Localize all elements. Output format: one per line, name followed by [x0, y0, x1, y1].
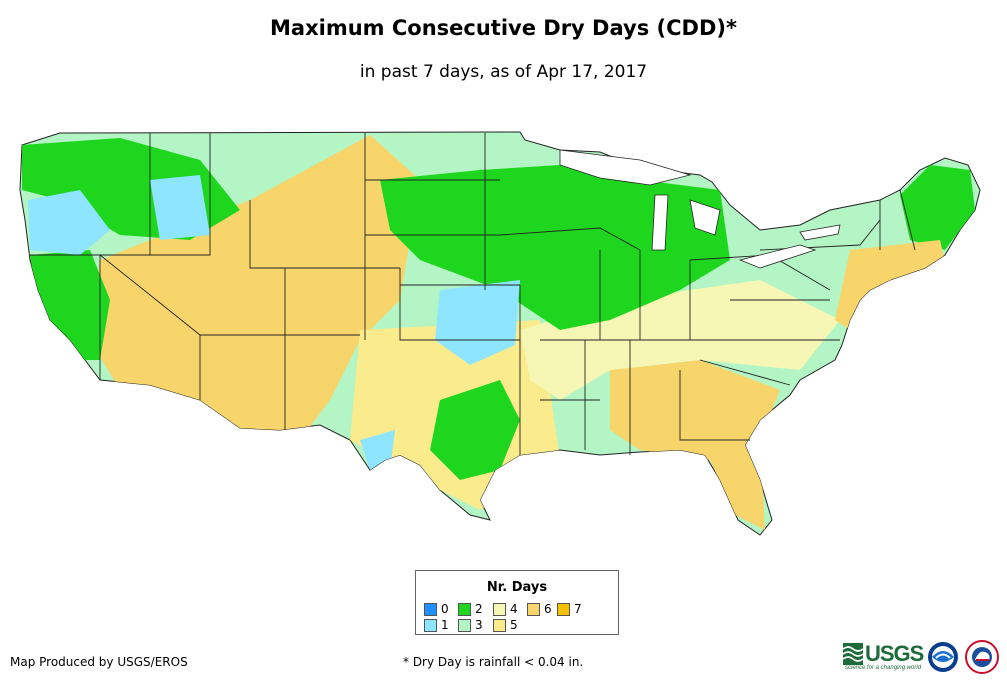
us-cdd-map	[19, 131, 981, 536]
map-credit: Map Produced by USGS/EROS	[10, 655, 188, 669]
legend-label-0: 0	[441, 602, 449, 616]
legend-label-7: 7	[574, 602, 582, 616]
map-title: Maximum Consecutive Dry Days (CDD)*	[270, 16, 737, 40]
legend-item-4: 4	[493, 603, 518, 616]
region-texas-wet	[430, 380, 520, 480]
usgs-wave-icon	[843, 643, 863, 665]
legend-title: Nr. Days	[486, 580, 548, 595]
noaa-logo-icon	[928, 642, 958, 672]
region-upper-midwest-wet	[380, 165, 730, 330]
legend-swatch-7	[557, 603, 570, 616]
map-subtitle: in past 7 days, as of Apr 17, 2017	[359, 62, 648, 82]
legend-swatch-5	[493, 619, 506, 632]
region-northwest-1	[28, 190, 110, 255]
nws-logo-icon	[965, 640, 999, 674]
legend-item-3: 3	[458, 619, 483, 632]
agency-logos: USGS science for a changing world	[843, 640, 1003, 676]
legend-swatch-6	[527, 603, 540, 616]
region-atlantic-coast-6	[835, 240, 945, 330]
legend-swatch-3	[458, 619, 471, 632]
legend-label-4: 4	[510, 602, 518, 616]
region-southeast-dry	[610, 360, 780, 530]
usgs-tagline: science for a changing world	[845, 665, 922, 671]
legend-label-2: 2	[475, 602, 483, 616]
legend-item-6: 6	[527, 603, 552, 616]
region-idaho-1	[150, 175, 210, 240]
region-kansas-1	[435, 280, 520, 365]
legend-swatch-2	[458, 603, 471, 616]
legend-item-2: 2	[458, 603, 483, 616]
legend-item-0: 0	[424, 603, 449, 616]
great-lakes	[559, 149, 841, 269]
legend-swatch-0	[424, 603, 437, 616]
legend-label-3: 3	[475, 618, 483, 632]
legend-label-1: 1	[441, 618, 449, 632]
legend-swatch-4	[493, 603, 506, 616]
legend-label-6: 6	[544, 602, 552, 616]
region-southwest-dry	[90, 135, 420, 440]
legend-swatch-1	[424, 619, 437, 632]
region-new-england-wet	[900, 165, 975, 250]
region-pacific-wet	[30, 250, 110, 360]
legend-item-7: 7	[557, 603, 582, 616]
legend-item-5: 5	[493, 619, 518, 632]
legend-item-1: 1	[424, 619, 449, 632]
legend-box: Nr. Days 0 1 2 3 4 5 6 7	[415, 570, 619, 635]
dry-day-footnote: * Dry Day is rainfall < 0.04 in.	[403, 655, 584, 669]
usgs-logo-text: USGS	[865, 641, 924, 666]
legend-label-5: 5	[510, 618, 518, 632]
